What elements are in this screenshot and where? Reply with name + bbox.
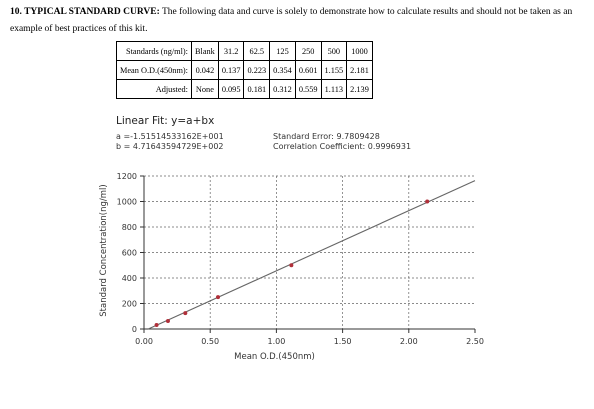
x-tick-label: 0.50	[201, 337, 219, 346]
table-cell: 2.139	[346, 79, 373, 99]
table-row-adjusted: Adjusted: None 0.095 0.181 0.312 0.559 1…	[116, 79, 373, 99]
data-point	[289, 263, 294, 268]
fit-title: Linear Fit: y=a+bx	[116, 115, 215, 127]
row-label: Adjusted:	[116, 79, 192, 99]
table-cell: 0.559	[294, 79, 322, 99]
table-cell: 0.042	[190, 60, 219, 80]
x-axis-title: Mean O.D.(450nm)	[234, 352, 315, 362]
data-point	[216, 295, 221, 300]
table-cell: 0.181	[243, 79, 271, 99]
intro-text: The following data and curve is solely t…	[10, 7, 573, 34]
x-tick-label: 2.50	[466, 337, 484, 346]
y-tick-label: 800	[122, 223, 137, 232]
y-tick-label: 200	[122, 300, 137, 309]
table-cell: 0.312	[269, 79, 296, 99]
fit-line	[148, 180, 476, 330]
data-point	[154, 323, 159, 328]
table-cell: None	[190, 79, 219, 99]
x-tick-label: 1.00	[267, 337, 285, 346]
table-row-mean-od: Mean O.D.(450nm): 0.042 0.137 0.223 0.35…	[116, 60, 373, 80]
y-tick-label: 0	[132, 325, 137, 334]
table-cell: 125	[269, 41, 296, 61]
x-tick-label: 0.00	[135, 337, 153, 346]
data-point	[425, 199, 430, 204]
intro-paragraph: 10. TYPICAL STANDARD CURVE: The followin…	[10, 4, 590, 38]
fit-coefficient-b: b = 4.71643594729E+002	[116, 142, 224, 151]
y-tick-label: 600	[122, 249, 137, 258]
data-point	[165, 319, 170, 324]
fit-correlation: Correlation Coefficient: 0.9996931	[273, 142, 412, 151]
y-tick-label: 1000	[117, 198, 137, 207]
y-tick-label: 1200	[117, 172, 137, 181]
fit-standard-error: Standard Error: 9.7809428	[273, 132, 380, 141]
section-heading: 10. TYPICAL STANDARD CURVE:	[10, 7, 160, 17]
table-cell: 1.113	[320, 79, 348, 99]
standards-table: Standards (ng/ml): Blank 31.2 62.5 125 2…	[116, 41, 373, 99]
table-cell: 250	[294, 41, 322, 61]
fit-coefficient-a: a =-1.51514533162E+001	[116, 132, 224, 141]
x-tick-label: 1.50	[334, 337, 352, 346]
table-cell: 0.223	[243, 60, 271, 80]
y-tick-label: 400	[122, 274, 137, 283]
x-tick-label: 2.00	[400, 337, 418, 346]
y-axis-title: Standard Concentration(ng/ml)	[99, 184, 109, 316]
data-point	[183, 311, 188, 316]
